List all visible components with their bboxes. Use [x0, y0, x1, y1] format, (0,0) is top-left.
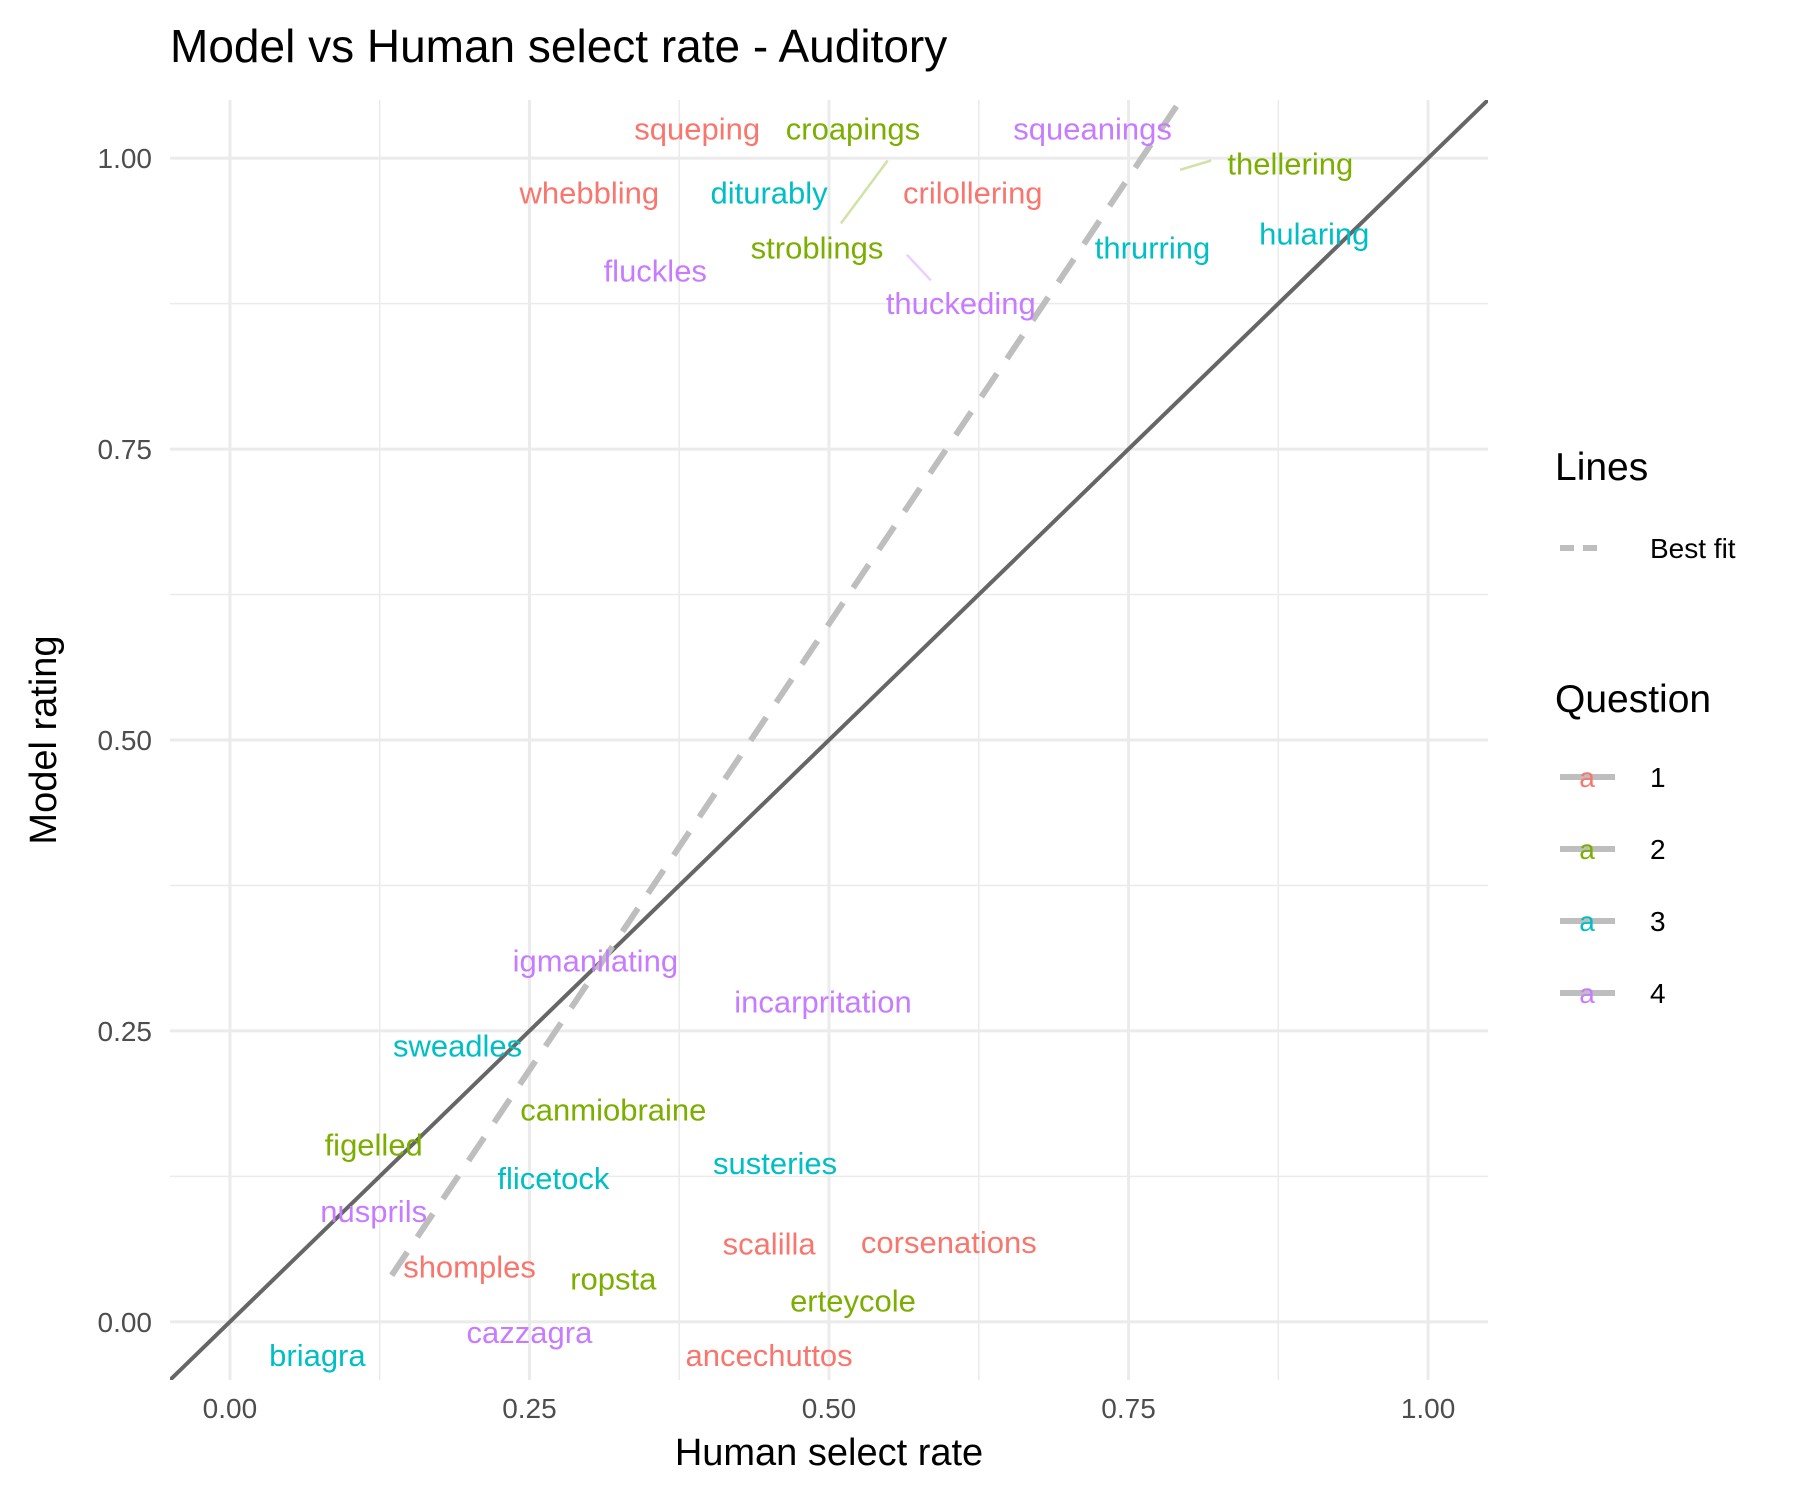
point-label-igmanilating: igmanilating [513, 944, 678, 979]
label-leader-line [839, 159, 889, 225]
legend-question-1-glyph: a [1579, 762, 1595, 793]
point-label-thrurring: thrurring [1095, 230, 1210, 265]
point-label-erteycole: erteycole [790, 1283, 916, 1318]
point-label-scalilla: scalilla [723, 1226, 817, 1261]
x-tick-label: 0.25 [502, 1393, 557, 1424]
point-label-fluckles: fluckles [604, 254, 707, 289]
best-fit-line [389, 100, 1185, 1277]
chart-title: Model vs Human select rate - Auditory [170, 20, 947, 72]
legend-question-title: Question [1555, 678, 1711, 721]
point-label-whebbling: whebbling [519, 176, 660, 211]
x-axis-title: Human select rate [675, 1432, 983, 1474]
axis-ticks: 0.00 0.25 0.50 0.75 1.00 0.00 0.25 0.50 0.75 1.00 [98, 143, 1456, 1424]
point-label-squeanings: squeanings [1013, 112, 1172, 147]
point-label-stroblings: stroblings [751, 230, 884, 265]
legend-question-3-glyph: a [1579, 906, 1595, 937]
point-label-cazzagra: cazzagra [467, 1315, 594, 1350]
point-label-squeping: squeping [634, 112, 760, 147]
point-labels: squeping croapings squeanings thellering whe… [269, 112, 1369, 1373]
label-leader-line [1179, 159, 1212, 172]
point-label-croapings: croapings [786, 112, 920, 147]
y-tick-label: 0.75 [98, 434, 153, 465]
y-tick-label: 0.00 [98, 1307, 153, 1338]
point-label-canmiobraine: canmiobraine [520, 1093, 706, 1128]
grid [170, 100, 1488, 1380]
point-label-hularing: hularing [1259, 216, 1369, 251]
point-label-corsenations: corsenations [861, 1225, 1037, 1260]
point-label-diturably: diturably [710, 176, 828, 211]
legend-question-4-label: 4 [1650, 978, 1666, 1009]
point-label-nusprils: nusprils [320, 1194, 427, 1229]
y-tick-label: 1.00 [98, 143, 153, 174]
legend-question-2-glyph: a [1579, 834, 1595, 865]
legend-question-1-label: 1 [1650, 762, 1666, 793]
point-label-incarpritation: incarpritation [734, 984, 911, 1019]
x-tick-label: 0.50 [802, 1393, 857, 1424]
y-tick-label: 0.50 [98, 725, 153, 756]
y-axis-title: Model rating [23, 635, 65, 844]
point-label-figelled: figelled [325, 1127, 423, 1162]
y-tick-label: 0.25 [98, 1016, 153, 1047]
x-tick-label: 0.75 [1101, 1393, 1156, 1424]
point-label-ancechuttos: ancechuttos [686, 1338, 853, 1373]
point-label-flicetock: flicetock [497, 1161, 609, 1196]
point-label-briagra: briagra [269, 1338, 366, 1373]
legend-best-fit-label: Best fit [1650, 533, 1736, 564]
legend-question-2-label: 2 [1650, 834, 1666, 865]
x-tick-label: 1.00 [1401, 1393, 1456, 1424]
point-label-shomples: shomples [403, 1250, 536, 1285]
label-leader-lines [839, 159, 1212, 282]
legend-question-3-label: 3 [1650, 906, 1666, 937]
legend-question-4-glyph: a [1579, 978, 1595, 1009]
legend: Lines Best fit Question a 1 a 2 a 3 a 4 [1555, 446, 1736, 1009]
x-tick-label: 0.00 [203, 1393, 258, 1424]
point-label-sweadles: sweadles [393, 1029, 522, 1064]
legend-lines-title: Lines [1555, 446, 1648, 489]
point-label-thellering: thellering [1227, 147, 1353, 182]
identity-line [170, 100, 1488, 1380]
label-leader-line [905, 253, 932, 282]
reference-lines [170, 100, 1488, 1380]
point-label-thuckeding: thuckeding [886, 286, 1036, 321]
point-label-ropsta: ropsta [570, 1261, 657, 1296]
point-label-crilollering: crilollering [903, 176, 1043, 211]
point-label-susteries: susteries [713, 1146, 837, 1181]
